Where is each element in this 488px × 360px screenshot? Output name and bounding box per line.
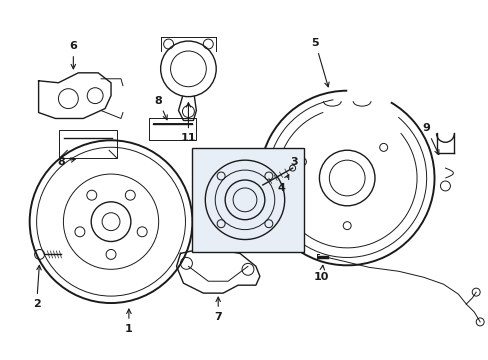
Text: 11: 11 bbox=[181, 103, 196, 143]
Text: 4: 4 bbox=[277, 175, 288, 193]
Text: 3: 3 bbox=[290, 157, 298, 167]
Text: 1: 1 bbox=[125, 309, 133, 334]
Text: 8: 8 bbox=[155, 96, 167, 120]
Text: 6: 6 bbox=[69, 41, 77, 69]
Text: 9: 9 bbox=[422, 123, 438, 154]
Text: 2: 2 bbox=[33, 265, 41, 309]
Bar bbox=[60, 130, 117, 158]
Text: 7: 7 bbox=[214, 297, 222, 322]
Text: 10: 10 bbox=[313, 265, 328, 282]
Bar bbox=[148, 118, 196, 140]
Text: 5: 5 bbox=[311, 38, 328, 87]
Text: 8: 8 bbox=[58, 157, 75, 167]
Bar bbox=[192, 148, 303, 252]
